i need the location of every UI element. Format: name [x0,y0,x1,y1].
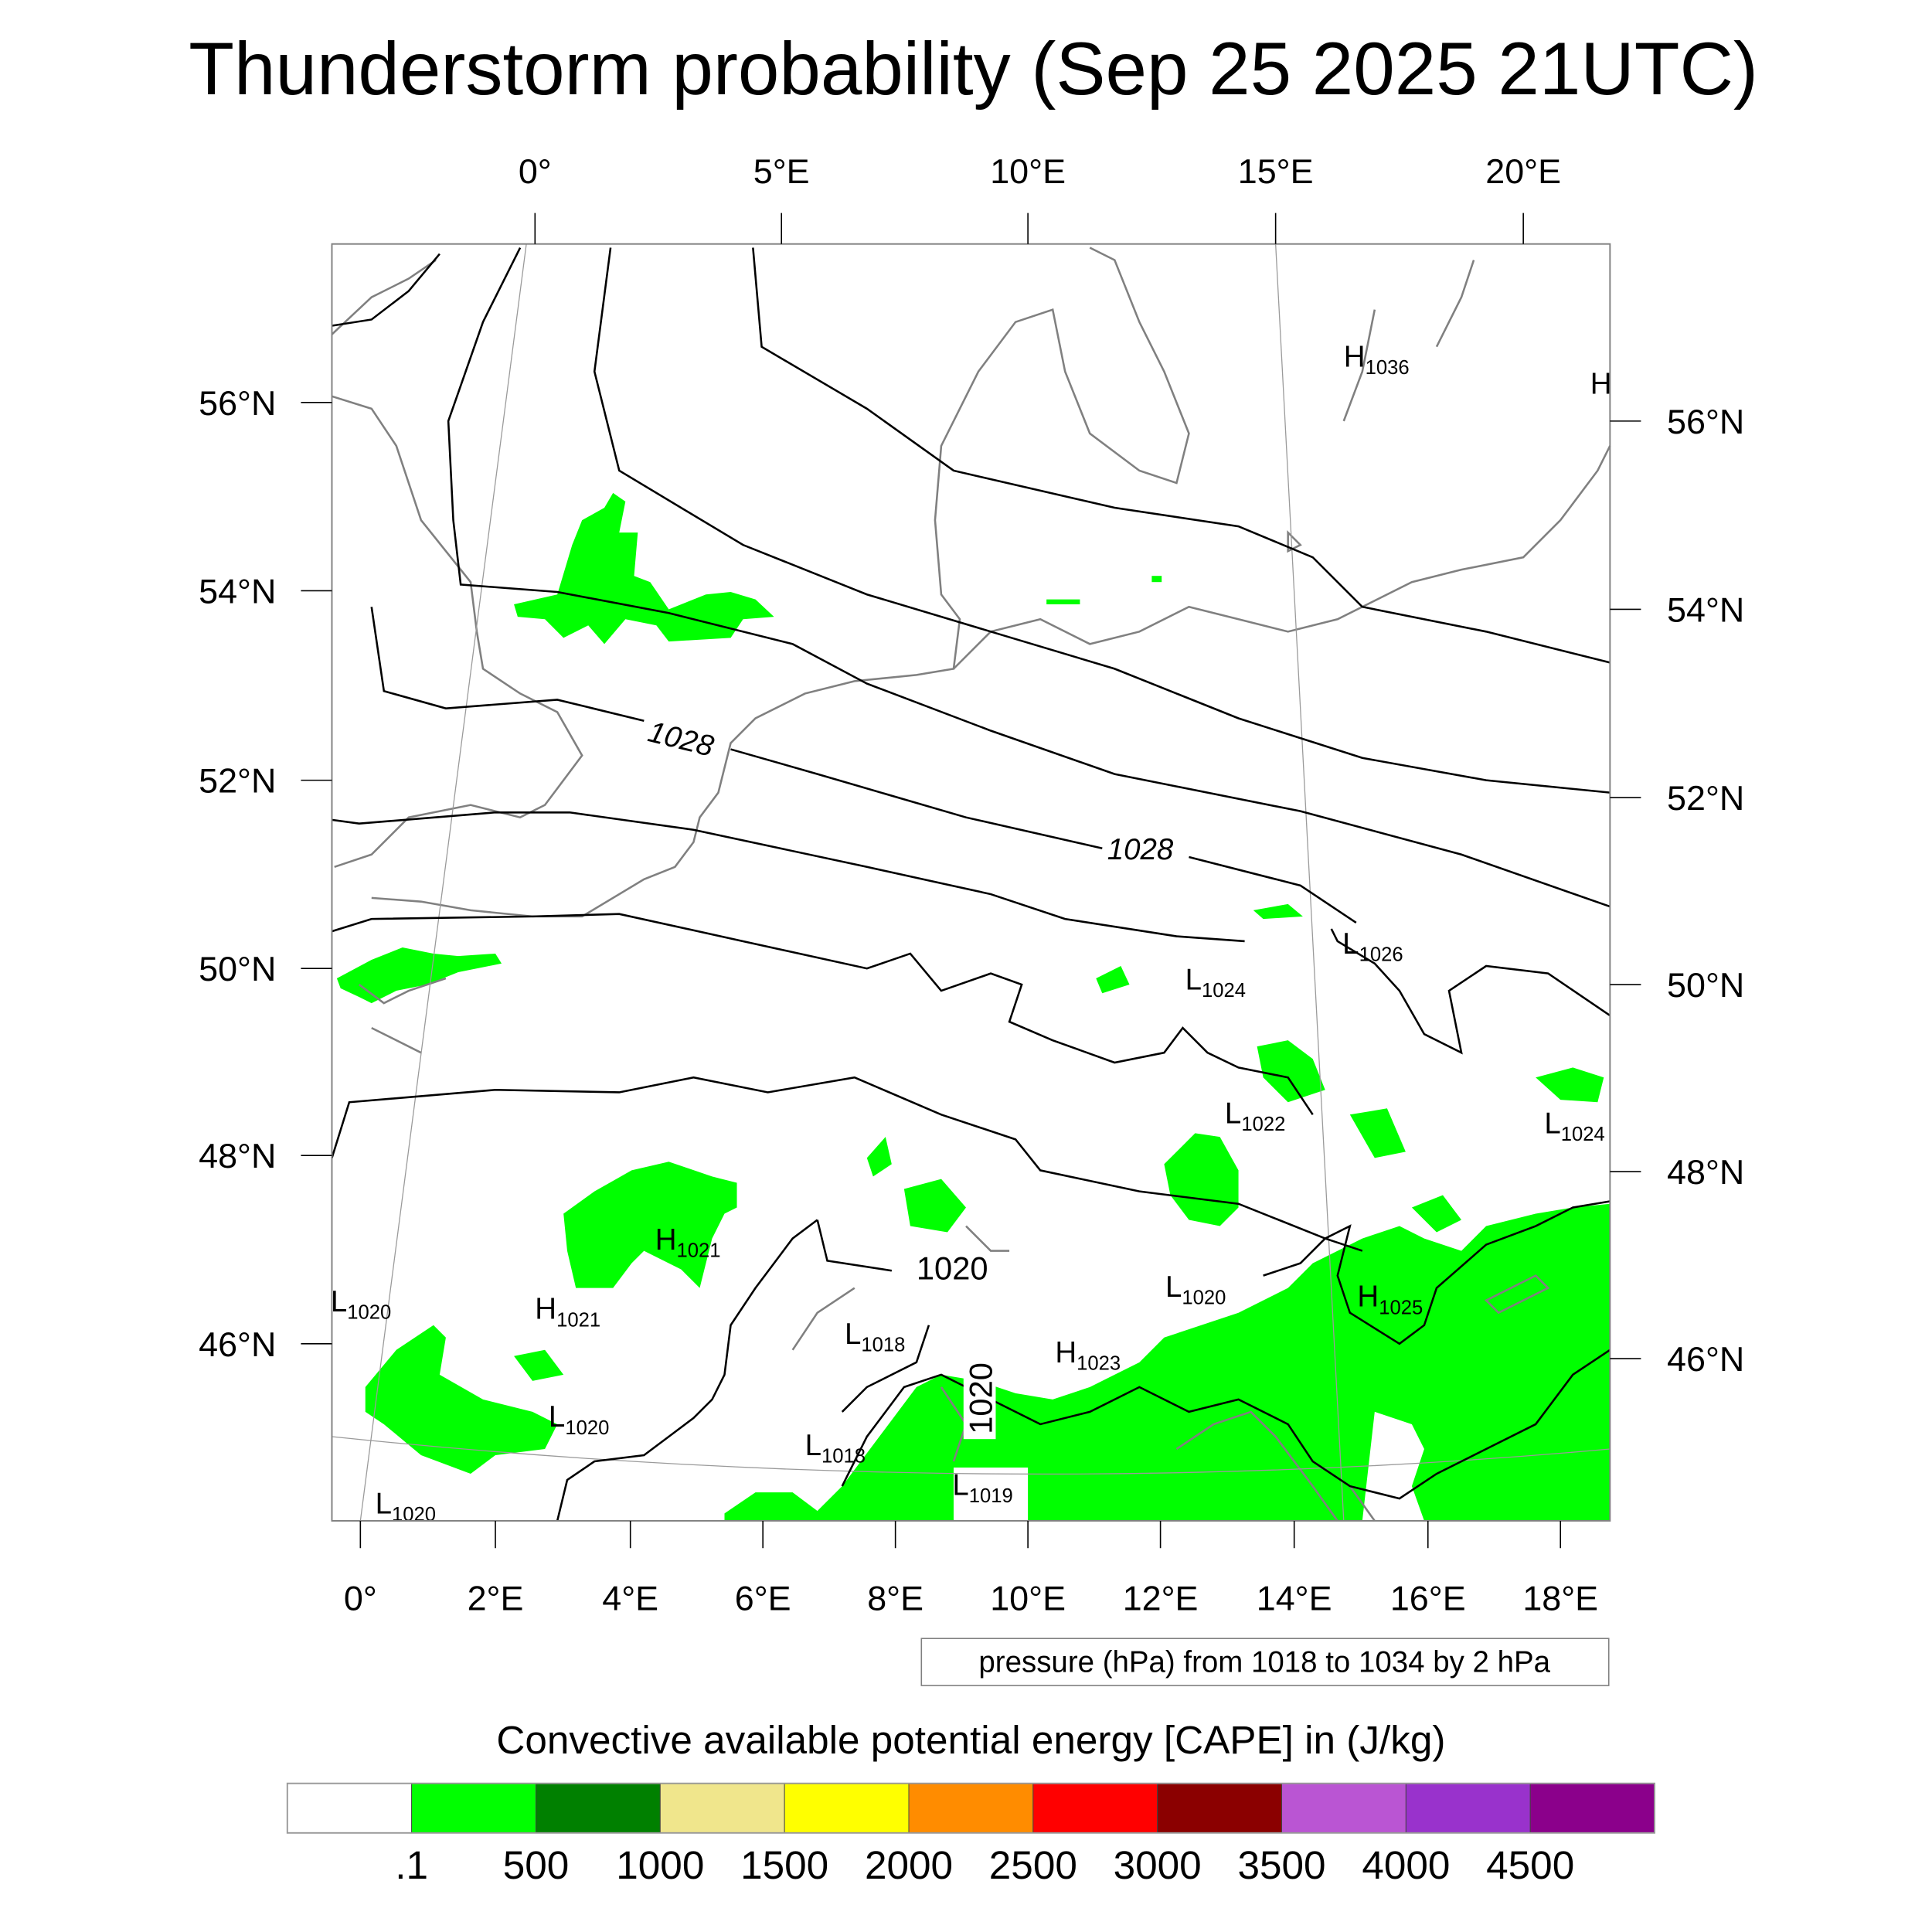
lat-label: 46°N [199,1325,276,1364]
pressure-center-label: L1019 [952,1468,1012,1507]
colorbar-label: 2000 [865,1843,953,1887]
pressure-center-label: L1024 [1544,1107,1604,1145]
colorbar-swatch [535,1783,661,1834]
lat-label: 50°N [199,949,276,988]
pressure-center-label: H1021 [535,1293,600,1332]
lon-label: 20°E [1485,151,1561,191]
contour-label: 1028 [1107,833,1174,866]
pressure-center-label: L1018 [845,1318,905,1356]
graticule [332,243,1611,1522]
colorbar-label: 1000 [616,1843,704,1887]
lon-label: 10°E [990,151,1066,191]
pressure-center-label: L1018 [805,1429,866,1468]
lon-label: 0° [519,151,552,191]
colorbar-swatch [784,1783,910,1834]
colorbar-swatch [1032,1783,1158,1834]
lon-label: 10°E [990,1578,1066,1617]
lat-label: 46°N [1667,1339,1744,1379]
lon-label: 8°E [867,1578,923,1617]
pressure-center-label: L1020 [1165,1270,1226,1309]
lon-label: 14°E [1257,1578,1332,1617]
cape-area-france [563,1162,737,1288]
pressure-center-label: L1020 [331,1285,391,1324]
lat-label: 54°N [1667,590,1744,629]
lon-label: 6°E [735,1578,791,1617]
lat-label: 54°N [199,571,276,611]
pressure-center-label: H1036 [1344,340,1410,379]
colorbar-label: 500 [503,1843,570,1887]
colorbar-label: 3000 [1114,1843,1202,1887]
lon-label: 18°E [1522,1578,1598,1617]
map-frame [331,243,1611,1522]
cape-area-alps-south [724,1203,1611,1521]
top-longitude-labels: 0° 5°E 10°E 15°E 20°E [519,151,1561,191]
map-panel: H1036 H L1026 L1024 L1022 L1024 H1021 H1… [331,243,1612,1526]
lat-label: 48°N [1667,1152,1744,1192]
bottom-longitude-labels: 0° 2°E 4°E 6°E 8°E 10°E 12°E 14°E 16°E 1… [344,1578,1598,1617]
contour-label: 1020 [917,1250,988,1286]
lat-label: 56°N [1667,402,1744,441]
colorbar-label: 1500 [740,1843,828,1887]
colorbar-swatch [659,1783,785,1834]
lat-label: 48°N [199,1136,276,1175]
colorbar-label: 4000 [1362,1843,1450,1887]
cape-area-north-sea [514,492,774,645]
chart-title: Thunderstorm probability (Sep 25 2025 21… [189,28,1758,111]
lat-label: 52°N [1667,778,1744,818]
pressure-center-label: L1024 [1185,963,1246,1002]
lon-label: 5°E [753,151,810,191]
lat-label: 52°N [199,761,276,801]
contour-label: 1020 [963,1362,999,1434]
colorbar-swatch [411,1783,536,1834]
lat-label: 50°N [1667,965,1744,1005]
right-latitude-labels: 56°N 54°N 52°N 50°N 48°N 46°N [1667,402,1744,1379]
pressure-contours [331,247,1611,1522]
lon-label: 15°E [1238,151,1314,191]
left-latitude-labels: 56°N 54°N 52°N 50°N 48°N 46°N [199,383,276,1364]
lon-label: 16°E [1390,1578,1466,1617]
colorbar-label: 4500 [1486,1843,1574,1887]
colorbar-label: 3500 [1237,1843,1325,1887]
pressure-center-label: H [1590,368,1612,401]
cape-fill-areas [336,492,1611,1521]
colorbar-swatch [1157,1783,1282,1834]
colorbar-swatch [908,1783,1034,1834]
axis-ticks [301,213,1641,1549]
colorbar-swatch [1405,1783,1531,1834]
colorbar-swatch [1529,1783,1655,1834]
pressure-center-labels: H1036 H L1026 L1024 L1022 L1024 H1021 H1… [331,340,1612,1526]
lon-label: 0° [344,1578,377,1617]
lat-label: 56°N [199,383,276,423]
pressure-center-label: L1020 [376,1487,436,1526]
pressure-center-label: L1022 [1225,1097,1285,1136]
lon-label: 12°E [1123,1578,1199,1617]
colorbar-labels: .1 500 1000 1500 2000 2500 3000 3500 4000 4500 [395,1843,1574,1887]
pressure-center-label: L1020 [549,1400,609,1439]
lon-label: 4°E [602,1578,658,1617]
pressure-center-label: H1025 [1357,1281,1423,1319]
colorbar-swatch [287,1783,413,1834]
contour-info-text: pressure (hPa) from 1018 to 1034 by 2 hP… [978,1645,1550,1679]
colorbar-label: .1 [395,1843,428,1887]
colorbar [286,1782,1655,1834]
contour-info-box: pressure (hPa) from 1018 to 1034 by 2 hP… [920,1638,1610,1686]
pressure-center-label: H1021 [655,1223,721,1262]
colorbar-swatch [1281,1783,1406,1834]
lon-label: 2°E [468,1578,524,1617]
pressure-center-label: L1026 [1342,927,1403,966]
pressure-center-label: H1023 [1055,1336,1121,1375]
colorbar-label: 2500 [989,1843,1077,1887]
colorbar-title: Convective available potential energy [C… [496,1718,1445,1762]
colorbar-frame [286,1782,1655,1834]
